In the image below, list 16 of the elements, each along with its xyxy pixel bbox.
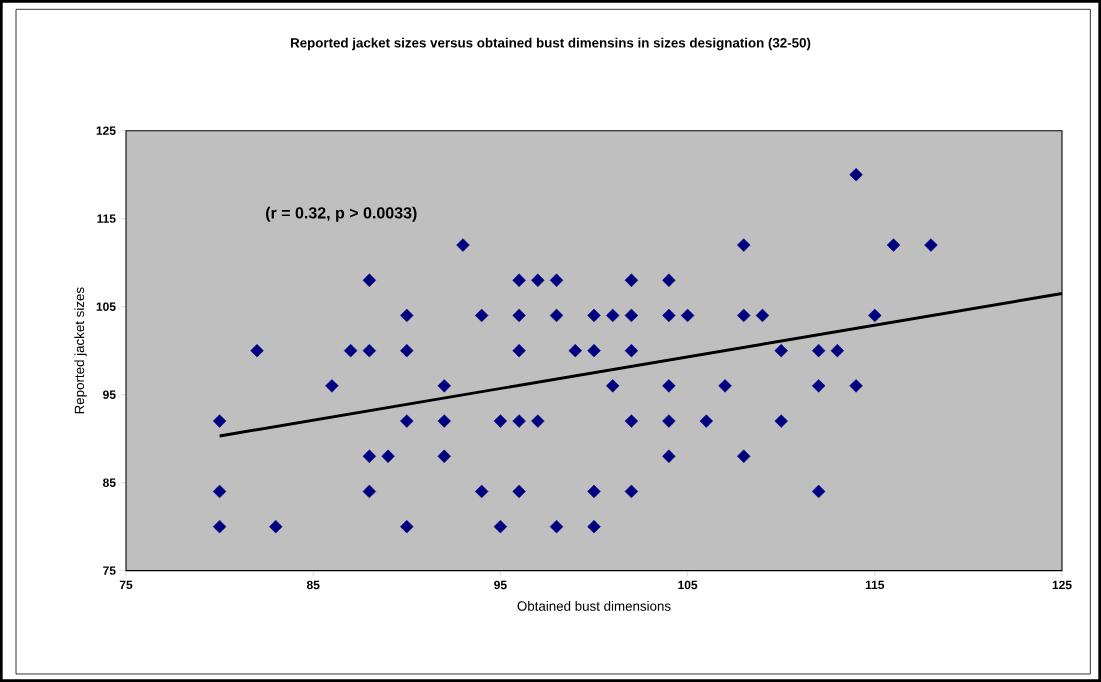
x-tick-label: 95 bbox=[494, 580, 507, 590]
y-tick-label: 125 bbox=[96, 126, 116, 135]
chart-title: Reported jacket sizes versus obtained bust dimensins in sizes designation (32-50) bbox=[290, 37, 811, 51]
x-tick-label: 125 bbox=[1052, 580, 1072, 590]
y-tick-label: 115 bbox=[97, 214, 116, 223]
annotation: (r = 0.32, p > 0.0033) bbox=[266, 206, 417, 222]
y-tick-label: 85 bbox=[102, 478, 116, 487]
x-tick-label: 115 bbox=[865, 580, 885, 590]
x-tick-label: 75 bbox=[119, 580, 133, 590]
x-tick-label: 85 bbox=[306, 580, 320, 590]
y-tick-label: 75 bbox=[103, 566, 116, 575]
y-tick-label: 105 bbox=[96, 302, 116, 311]
x-tick-label: 105 bbox=[678, 580, 698, 590]
y-tick-label: 95 bbox=[103, 390, 116, 399]
y-axis-title: Reported jacket sizes bbox=[74, 287, 87, 414]
x-axis-title: Obtained bust dimensions bbox=[517, 601, 671, 611]
